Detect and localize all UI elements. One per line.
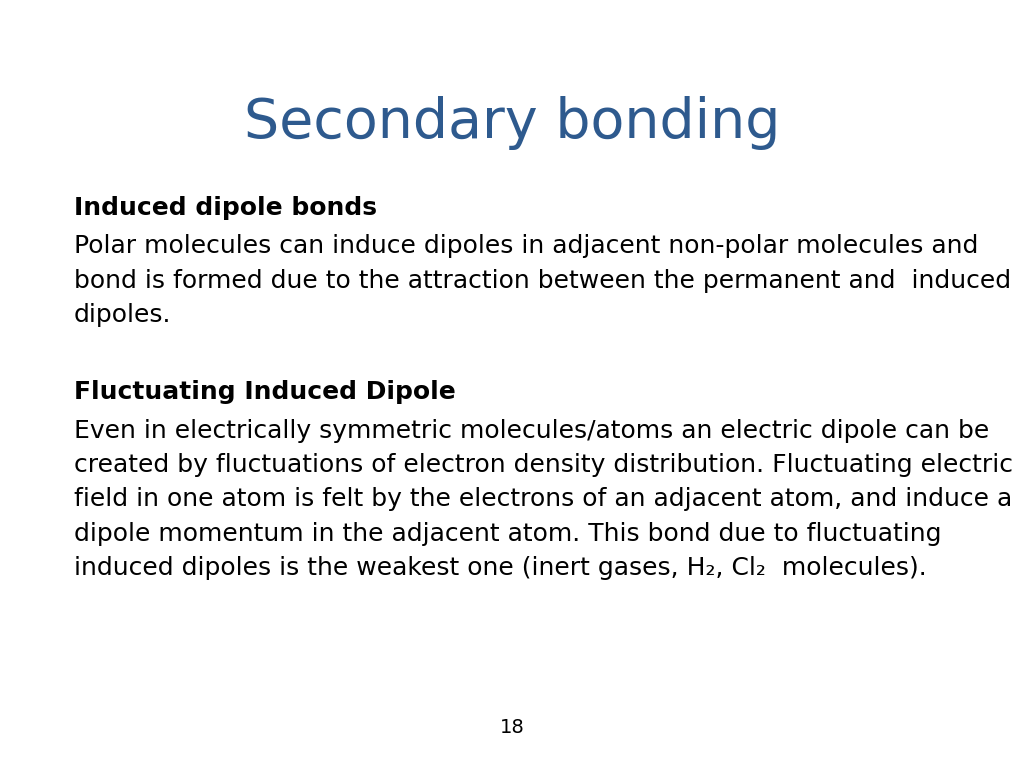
Text: Even in electrically symmetric molecules/atoms an electric dipole can be
created: Even in electrically symmetric molecules… [74, 419, 1013, 581]
Text: Induced dipole bonds: Induced dipole bonds [74, 196, 377, 220]
Text: Polar molecules can induce dipoles in adjacent non-polar molecules and
bond is f: Polar molecules can induce dipoles in ad… [74, 234, 1011, 327]
Text: 18: 18 [500, 718, 524, 737]
Text: Fluctuating Induced Dipole: Fluctuating Induced Dipole [74, 380, 456, 404]
Text: Secondary bonding: Secondary bonding [244, 96, 780, 150]
